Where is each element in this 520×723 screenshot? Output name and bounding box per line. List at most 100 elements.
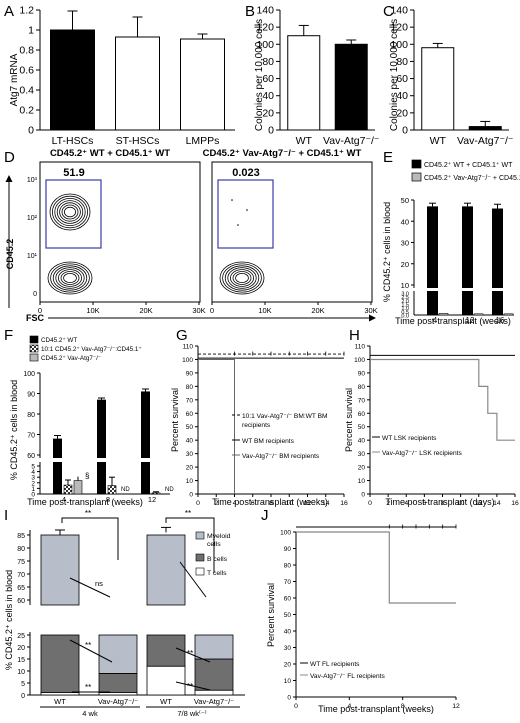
panel-a-ytick-label: 0.6 bbox=[19, 65, 34, 77]
panel-g-ytick-label: 110 bbox=[183, 344, 194, 351]
panel-c-ylabel: Colonies per 10,000 cells bbox=[389, 19, 400, 131]
panel-e-ytick-label: 40 bbox=[401, 217, 409, 226]
panel-j-chart: 0 10 20 30 40 50 60 70 80 90 100 0 4 8 12 WT FL recipie… bbox=[280, 524, 460, 710]
panel-i-bar-myeloid-lower bbox=[194, 634, 234, 660]
panel-d-plot-1-contour bbox=[59, 202, 81, 222]
panel-letter-d: D bbox=[4, 149, 15, 166]
panel-h-xtick-label: 14 bbox=[493, 500, 501, 507]
panel-j-ytick-label: 60 bbox=[284, 596, 292, 603]
panel-i-sig-label: ** bbox=[85, 509, 91, 518]
panel-f-ytick-label: 100 bbox=[23, 371, 35, 378]
panel-h-xtick-label: 10 bbox=[457, 500, 465, 507]
panel-b-ytick-label: 80 bbox=[262, 56, 274, 68]
panel-e-bar-lower bbox=[462, 291, 473, 315]
panel-c-ytick-label: 40 bbox=[396, 90, 408, 102]
panel-g-legend-text: 10:1 Vav-Atg7⁻/⁻ BM:WT BM bbox=[242, 413, 328, 420]
panel-h: Percent survival 01020304050607080901001… bbox=[344, 344, 519, 508]
panel-e-ytick-label: 3.0 bbox=[401, 292, 409, 298]
panel-g-xlabel: Time post-transplant (weeks) bbox=[212, 497, 328, 507]
panel-g-ytick-label: 60 bbox=[186, 411, 194, 418]
panel-d-plot-1-contour bbox=[58, 269, 83, 287]
panel-f-legend: CD45.2⁺ WT 10:1 CD45.2⁺ Vav-Atg7⁻/⁻:CD45.… bbox=[29, 335, 142, 362]
panel-e-ytick-label: 50 bbox=[401, 196, 409, 205]
panel-d-plot-1-contour bbox=[54, 197, 86, 226]
panel-i-ytick-label: 5 bbox=[21, 681, 25, 688]
panel-j-ylabel: Percent survival bbox=[266, 583, 276, 647]
panel-i-category-label: WT bbox=[54, 697, 66, 706]
panel-h-ytick-label: 110 bbox=[355, 344, 366, 351]
panel-g-ytick-label: 40 bbox=[186, 438, 194, 445]
panel-e-ytick-label: 1.0 bbox=[401, 306, 409, 312]
panel-i-bracket bbox=[61, 517, 119, 560]
panel-d-plot-2-contour bbox=[235, 272, 249, 283]
panel-h-ytick-label: 50 bbox=[358, 424, 366, 431]
panel-h-series-line bbox=[370, 358, 515, 441]
panel-a-ytick-label: 0 bbox=[28, 125, 34, 137]
panel-i-bar-b-cells bbox=[146, 634, 186, 667]
panel-f-xtick-label: 4 bbox=[62, 495, 66, 504]
panel-g-legend-text: WT BM recipients bbox=[242, 438, 295, 445]
panel-d-plot-2-dot bbox=[231, 199, 233, 201]
panel-d-plot-1-gate bbox=[45, 179, 102, 249]
panel-e-chart: 10 20 30 40 50 0.00.51.01.52.02.53.0 4 12 16 bbox=[401, 196, 514, 325]
panel-i-bar-b-cells bbox=[194, 658, 234, 691]
panel-f-bar-lower bbox=[141, 462, 150, 494]
panel-d-plot-1-contour bbox=[55, 267, 85, 289]
panel-f: CD45.2⁺ WT 10:1 CD45.2⁺ Vav-Atg7⁻/⁻:CD45.… bbox=[9, 335, 174, 507]
panel-e: CD45.2⁺ WT + CD45.1⁺ WT CD45.2⁺ Vav-Atg7⁻… bbox=[382, 159, 520, 326]
panel-b-bars bbox=[287, 24, 368, 131]
panel-j-ytick-label: 40 bbox=[284, 629, 292, 636]
panel-j-ytick-label: 20 bbox=[284, 662, 292, 669]
panel-e-xlabel: Time post-transplant (weeks) bbox=[395, 316, 511, 326]
panel-g-ytick-label: 80 bbox=[186, 384, 194, 391]
panel-letter-b: B bbox=[245, 3, 255, 20]
panel-i-connector bbox=[175, 681, 211, 691]
panel-f-legend-swatch bbox=[29, 353, 39, 362]
panel-j-ytick-label: 70 bbox=[284, 579, 292, 586]
panel-f-legend-swatch bbox=[29, 344, 39, 353]
panel-h-xtick-label: 8 bbox=[441, 500, 445, 507]
panel-i-sig-label: ** bbox=[85, 683, 91, 692]
panel-d-plot-1-gate-value: 51.9 bbox=[63, 167, 84, 179]
panel-f-ytick-label: 1 bbox=[31, 486, 35, 493]
panel-b-categories: WT Vav-Atg7⁻/⁻ bbox=[296, 135, 380, 147]
panel-i-ytick-label: 70 bbox=[17, 572, 25, 579]
panel-e-legend-swatch bbox=[411, 159, 422, 169]
panel-b-category-label: WT bbox=[296, 135, 313, 147]
panel-f-nd-label: ND bbox=[121, 487, 130, 493]
panel-h-ytick-label: 0 bbox=[361, 492, 365, 499]
panel-d-ytick-label: 10¹ bbox=[27, 253, 38, 260]
panel-i-chart: 60 65 70 75 80 85 0 5 10 15 20 25 WT Vav-Atg7⁻/⁻ WT Vav… bbox=[17, 509, 245, 718]
panel-b-ytick-label: 140 bbox=[256, 5, 274, 17]
panel-letters: A B C D E F G H I J bbox=[4, 3, 394, 524]
panel-b-ytick-label: 20 bbox=[262, 107, 274, 119]
panel-j-ytick-label: 10 bbox=[284, 678, 292, 685]
panel-g-ytick-label: 90 bbox=[186, 370, 194, 377]
panel-d-title-1: CD45.2⁺ WT + CD45.1⁺ WT bbox=[50, 148, 170, 159]
panel-h-ytick-label: 10 bbox=[358, 478, 366, 485]
panel-i-legend-swatch bbox=[195, 531, 205, 540]
panel-i-ylabel: % CD45.2⁺ cells in blood bbox=[4, 570, 14, 670]
panel-d-plot-1-frame bbox=[39, 161, 201, 303]
panel-c-bars bbox=[421, 42, 502, 131]
panel-c-bar bbox=[421, 47, 455, 131]
panel-f-ytick-label: 0 bbox=[31, 492, 35, 499]
panel-a-bar bbox=[180, 38, 225, 131]
panel-i-legend-text: T cells bbox=[207, 570, 227, 577]
panel-d-plot-2-xtick-label: 20K bbox=[311, 306, 324, 315]
panel-e-bar bbox=[462, 206, 473, 288]
panel-j-legend-text: WT FL recipients bbox=[310, 661, 360, 668]
panel-e-xtick-label: 16 bbox=[496, 316, 505, 325]
panel-e-ylabel: % CD45.2⁺ cells in blood bbox=[382, 202, 392, 302]
panel-d-plot-1-contour bbox=[50, 263, 90, 293]
panel-d-plot-1-xtick-label: 10K bbox=[86, 306, 99, 315]
panel-a-bars bbox=[50, 10, 225, 131]
panel-d-plot-2-dot bbox=[246, 209, 248, 211]
panel-e-ytick-label: 2.5 bbox=[401, 295, 409, 301]
panel-c-ytick-label: 100 bbox=[390, 39, 408, 51]
panel-e-ytick-label: 20 bbox=[401, 260, 409, 269]
panel-a-bar bbox=[50, 29, 95, 131]
panel-h-ytick-label: 90 bbox=[358, 370, 366, 377]
panel-letter-f: F bbox=[4, 327, 13, 344]
panel-i-connector bbox=[175, 647, 211, 663]
